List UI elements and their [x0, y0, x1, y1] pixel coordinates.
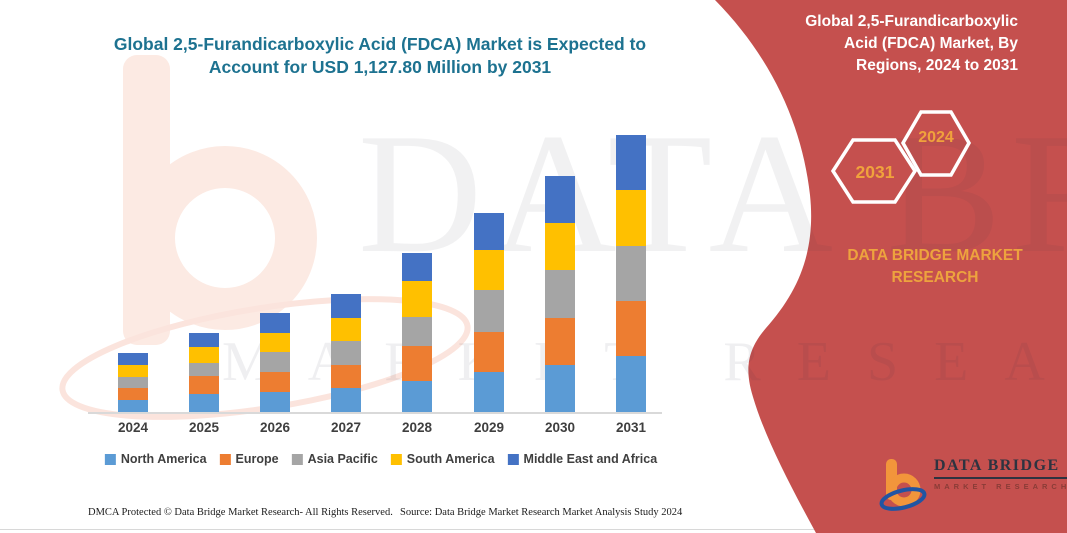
- bar-segment-europe-2029: [474, 331, 504, 372]
- legend-label: South America: [406, 452, 495, 466]
- bar-segment-middle-east-and-africa-2029: [474, 212, 504, 250]
- hexagon-2031-label: 2031: [855, 162, 895, 182]
- bar-segment-asia-pacific-2025: [189, 363, 219, 377]
- bar-segment-south-america-2024: [118, 364, 148, 377]
- bar-segment-north-america-2024: [118, 400, 148, 412]
- legend-swatch-icon: [104, 453, 116, 465]
- bar-segment-asia-pacific-2026: [260, 352, 290, 373]
- bottom-divider-line: [0, 529, 1067, 530]
- bar-segment-south-america-2028: [402, 281, 432, 318]
- legend-label: Middle East and Africa: [523, 452, 658, 466]
- year-hexagons: [830, 110, 972, 204]
- legend-label: North America: [120, 452, 207, 466]
- legend-item-south-america: South America: [390, 452, 495, 466]
- x-axis-label-2026: 2026: [259, 420, 291, 435]
- x-axis-label-2025: 2025: [188, 420, 220, 435]
- hexagon-2024: [900, 110, 972, 177]
- bar-segment-europe-2027: [331, 364, 361, 389]
- bar-segment-north-america-2025: [189, 394, 219, 412]
- bar-segment-middle-east-and-africa-2024: [118, 353, 148, 365]
- chart-title: Global 2,5-Furandicarboxylic Acid (FDCA)…: [90, 33, 670, 79]
- legend-item-middle-east-and-africa: Middle East and Africa: [507, 452, 658, 466]
- chart-legend: North America Europe Asia Pacific South Ame…: [104, 452, 658, 466]
- right-panel-title-line2: Acid (FDCA) Market, By: [844, 35, 1018, 52]
- data-bridge-logo-icon: [879, 459, 927, 511]
- red-panel-background: [715, 0, 1067, 533]
- dmca-copyright-text: DMCA Protected © Data Bridge Market Rese…: [88, 507, 393, 518]
- hexagon-2024-label: 2024: [918, 129, 954, 146]
- bar-segment-north-america-2030: [545, 364, 575, 412]
- x-axis-label-2029: 2029: [473, 420, 505, 435]
- bar-segment-europe-2025: [189, 376, 219, 395]
- x-axis-line: [88, 412, 662, 414]
- legend-item-asia-pacific: Asia Pacific: [291, 452, 378, 466]
- chart-title-line1: Global 2,5-Furandicarboxylic Acid (FDCA)…: [113, 34, 647, 54]
- bar-segment-middle-east-and-africa-2027: [331, 294, 361, 318]
- bar-segment-south-america-2027: [331, 317, 361, 342]
- legend-label: Europe: [235, 452, 279, 466]
- source-text: Source: Data Bridge Market Research Mark…: [400, 507, 683, 518]
- bar-segment-north-america-2031: [616, 356, 646, 412]
- bar-segment-asia-pacific-2028: [402, 317, 432, 347]
- right-panel-title: Global 2,5-Furandicarboxylic Acid (FDCA)…: [768, 11, 1018, 77]
- right-panel-title-line1: Global 2,5-Furandicarboxylic: [805, 13, 1018, 30]
- bar-segment-middle-east-and-africa-2025: [189, 333, 219, 348]
- logo-name-text: DATA BRIDGE: [934, 457, 1067, 479]
- bar-segment-north-america-2027: [331, 388, 361, 412]
- x-axis-label-2028: 2028: [401, 420, 433, 435]
- bar-segment-middle-east-and-africa-2026: [260, 313, 290, 333]
- bar-segment-south-america-2030: [545, 223, 575, 271]
- bar-segment-north-america-2026: [260, 392, 290, 412]
- bar-segment-asia-pacific-2030: [545, 270, 575, 318]
- bar-segment-europe-2026: [260, 372, 290, 393]
- brand-name-line2: RESEARCH: [891, 269, 979, 287]
- x-axis-label-2031: 2031: [615, 420, 647, 435]
- bar-segment-europe-2028: [402, 346, 432, 382]
- x-axis-label-2027: 2027: [330, 420, 362, 435]
- bar-segment-middle-east-and-africa-2028: [402, 253, 432, 282]
- right-panel-title-line3: Regions, 2024 to 2031: [856, 57, 1018, 74]
- legend-item-europe: Europe: [219, 452, 279, 466]
- chart-title-line2: Account for USD 1,127.80 Million by 2031: [208, 57, 552, 78]
- legend-swatch-icon: [219, 453, 231, 465]
- bar-segment-asia-pacific-2031: [616, 245, 646, 301]
- bar-segment-south-america-2026: [260, 332, 290, 353]
- hexagon-2031: [830, 138, 918, 204]
- brand-name-line1: DATA BRIDGE MARKET: [847, 247, 1023, 264]
- logo-subtitle-text: MARKET RESEARCH: [934, 482, 1067, 491]
- legend-swatch-icon: [291, 453, 303, 465]
- data-bridge-logo: DATA BRIDGE MARKET RESEARCH: [879, 457, 1067, 513]
- bar-segment-south-america-2025: [189, 347, 219, 364]
- legend-item-north-america: North America: [104, 452, 207, 466]
- bar-segment-asia-pacific-2029: [474, 289, 504, 332]
- bar-segment-north-america-2029: [474, 371, 504, 412]
- bar-segment-europe-2031: [616, 300, 646, 357]
- bar-segment-south-america-2031: [616, 190, 646, 246]
- bar-segment-middle-east-and-africa-2030: [545, 175, 575, 224]
- legend-label: Asia Pacific: [307, 452, 378, 466]
- bar-segment-middle-east-and-africa-2031: [616, 135, 646, 191]
- x-axis-label-2030: 2030: [544, 420, 576, 435]
- bar-segment-asia-pacific-2027: [331, 341, 361, 365]
- legend-swatch-icon: [390, 453, 402, 465]
- brand-name-text: DATA BRIDGE MARKET RESEARCH: [845, 245, 1025, 290]
- bar-segment-south-america-2029: [474, 249, 504, 290]
- bar-segment-north-america-2028: [402, 381, 432, 412]
- x-axis-label-2024: 2024: [117, 420, 149, 435]
- legend-swatch-icon: [507, 453, 519, 465]
- bar-segment-asia-pacific-2024: [118, 376, 148, 389]
- bar-segment-europe-2030: [545, 317, 575, 365]
- bar-segment-europe-2024: [118, 388, 148, 401]
